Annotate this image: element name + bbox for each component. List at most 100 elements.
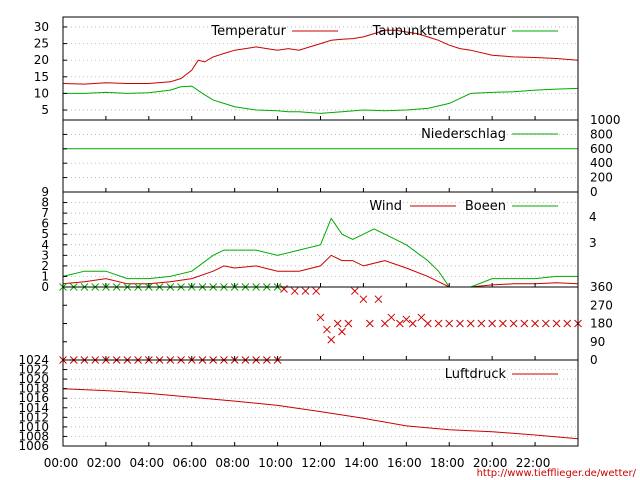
wind-direction-marker bbox=[552, 319, 561, 328]
y-tick-label: 0 bbox=[590, 353, 598, 367]
right-tick-label: 4 bbox=[589, 210, 597, 224]
wind-direction-marker bbox=[488, 319, 497, 328]
y-tick-label: 180 bbox=[590, 317, 613, 331]
y-tick-label: 90 bbox=[590, 335, 605, 349]
x-tick-label: 02:00 bbox=[87, 456, 122, 470]
wind-direction-marker bbox=[366, 319, 374, 328]
y-tick-label: 1012 bbox=[18, 410, 49, 424]
y-tick-label: 20 bbox=[34, 53, 49, 67]
series-line-luftdruck bbox=[62, 388, 579, 440]
x-tick-label: 08:00 bbox=[215, 456, 250, 470]
legends: Temperatur Taupunkttemperatur Niederschlag… bbox=[210, 24, 558, 382]
y-tick-label: 1022 bbox=[18, 363, 49, 377]
wind-direction-marker bbox=[374, 295, 383, 304]
legend-label: Luftdruck bbox=[445, 367, 507, 382]
series-line-temperatur bbox=[62, 29, 579, 85]
y-tick-label: 3 bbox=[41, 248, 49, 262]
wind-direction-marker bbox=[563, 319, 572, 328]
x-tick-label: 22:00 bbox=[516, 456, 551, 470]
y-tick-label: 6 bbox=[41, 217, 49, 231]
x-tick-label: 18:00 bbox=[430, 456, 465, 470]
x-tick-label: 06:00 bbox=[172, 456, 207, 470]
y-tick-label: 360 bbox=[590, 280, 613, 294]
wind-direction-marker bbox=[541, 319, 550, 328]
x-tick-label: 12:00 bbox=[301, 456, 336, 470]
wind-direction-marker bbox=[417, 313, 426, 322]
y-tick-label: 30 bbox=[34, 20, 49, 34]
wind-direction-marker bbox=[359, 295, 368, 304]
wind-direction-marker bbox=[509, 319, 518, 328]
y-tick-label: 1018 bbox=[18, 382, 49, 396]
legend-label: Niederschlag bbox=[421, 127, 506, 142]
series-line-wind bbox=[62, 254, 579, 288]
wind-direction-marker bbox=[445, 319, 454, 328]
y-tick-label: 0 bbox=[41, 280, 49, 294]
wind-direction-marker bbox=[316, 313, 325, 322]
legend-label: Taupunkttemperatur bbox=[372, 24, 507, 39]
y-tick-label: 5 bbox=[41, 103, 49, 117]
wind-direction-marker bbox=[338, 327, 346, 336]
legend-label: Temperatur bbox=[210, 24, 286, 39]
series-line-taupunkttemperatur bbox=[63, 85, 579, 114]
wind-direction-marker bbox=[333, 319, 342, 328]
y-tick-label: 1016 bbox=[18, 391, 49, 405]
wind-direction-marker bbox=[396, 319, 404, 328]
right-tick-label: 3 bbox=[589, 236, 597, 250]
y-tick-label: 2 bbox=[41, 259, 49, 273]
wind-direction-marker bbox=[520, 319, 529, 328]
panel-frame bbox=[62, 286, 579, 361]
wind-direction-marker bbox=[350, 287, 359, 295]
y-tick-label: 1020 bbox=[18, 372, 49, 386]
wind-direction-marker bbox=[290, 287, 299, 295]
y-tick-label: 1024 bbox=[18, 353, 49, 367]
x-tick-label: 00:00 bbox=[44, 456, 79, 470]
footer-url: http://www.tiefflieger.de/wetter/ bbox=[477, 468, 637, 479]
y-tick-label: 8 bbox=[41, 196, 49, 210]
y-tick-label: 600 bbox=[590, 142, 613, 156]
y-tick-label: 400 bbox=[590, 156, 613, 170]
x-tick-label: 16:00 bbox=[387, 456, 422, 470]
wind-direction-marker bbox=[381, 319, 389, 328]
y-tick-label: 25 bbox=[34, 37, 49, 51]
wind-direction-marker bbox=[402, 315, 411, 324]
y-tick-label: 9 bbox=[41, 185, 49, 199]
wind-direction-marker bbox=[456, 319, 464, 328]
wind-direction-marker bbox=[344, 319, 353, 328]
wind-direction-marker bbox=[531, 319, 539, 328]
x-tick-label: 04:00 bbox=[130, 456, 165, 470]
y-tick-label: 1006 bbox=[18, 439, 49, 453]
y-tick-label: 1010 bbox=[18, 420, 49, 434]
y-tick-label: 7 bbox=[41, 206, 49, 220]
y-tick-label: 10 bbox=[34, 86, 49, 100]
wind-direction-marker bbox=[477, 319, 486, 328]
y-tick-label: 800 bbox=[590, 127, 613, 141]
y-tick-label: 200 bbox=[590, 171, 613, 185]
x-tick-label: 14:00 bbox=[344, 456, 379, 470]
panel-frames bbox=[62, 16, 579, 447]
tick-labels: 5101520253002004006008001000012345678943… bbox=[18, 20, 620, 470]
y-tick-label: 1000 bbox=[590, 113, 621, 127]
wind-direction-marker bbox=[499, 319, 507, 328]
y-tick-label: 0 bbox=[590, 185, 598, 199]
wind-direction-marker bbox=[301, 287, 310, 295]
wind-direction-marker bbox=[466, 319, 475, 328]
y-tick-label: 4 bbox=[41, 238, 49, 252]
legend-label: Boeen bbox=[465, 199, 506, 214]
y-tick-label: 15 bbox=[34, 70, 49, 84]
x-tick-label: 20:00 bbox=[473, 456, 508, 470]
wind-direction-marker bbox=[387, 313, 396, 322]
wind-direction-marker bbox=[408, 319, 417, 328]
series-line-boeen bbox=[62, 217, 578, 288]
y-tick-label: 1 bbox=[41, 269, 49, 283]
y-tick-label: 270 bbox=[590, 298, 613, 312]
wind-direction-marker bbox=[423, 319, 432, 328]
wind-direction-marker bbox=[312, 287, 321, 295]
wind-direction-marker bbox=[434, 319, 443, 328]
y-tick-label: 5 bbox=[41, 227, 49, 241]
wind-direction-marker bbox=[327, 335, 336, 344]
legend-label: Wind bbox=[369, 199, 402, 214]
x-tick-label: 10:00 bbox=[258, 456, 293, 470]
y-tick-label: 1008 bbox=[18, 429, 49, 443]
y-tick-label: 1014 bbox=[18, 401, 49, 415]
